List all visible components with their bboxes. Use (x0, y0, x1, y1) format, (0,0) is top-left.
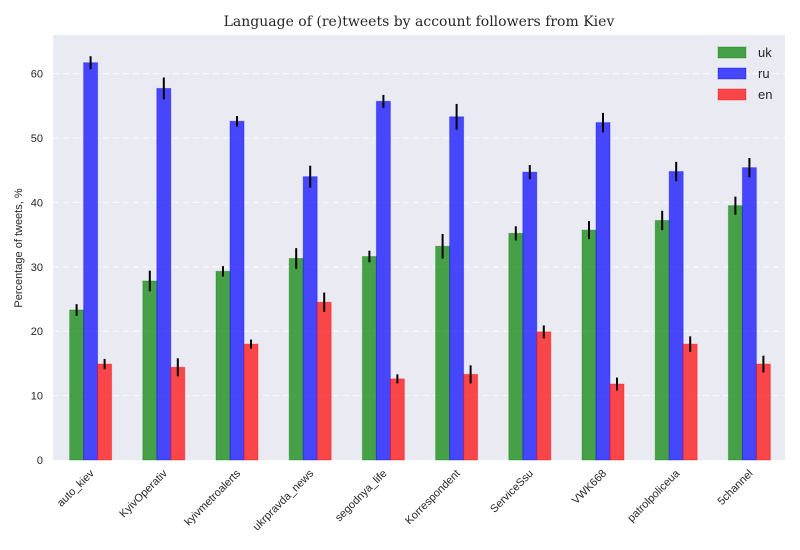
bar-en-ukrpravda_news (316, 301, 332, 461)
x-axis-ticks: auto_kiev KyivOperativ kyivmetroalerts ukrp… (55, 467, 756, 533)
error-bars (75, 56, 765, 391)
chart-title: Language of (re)tweets by account follow… (224, 14, 615, 30)
bars (69, 62, 771, 461)
bar-ru-kyivmetroalerts (229, 120, 245, 461)
x-tick-label: ServiceSsu (488, 468, 536, 516)
bar-ru-segodnya_life (375, 100, 391, 461)
x-tick-label: ukrpravda_news (251, 467, 317, 533)
bar-ru-ukrpravda_news (302, 176, 318, 461)
y-tick-label: 0 (37, 455, 43, 467)
bar-uk-kyivmetroalerts (215, 270, 231, 461)
bar-ru-ServiceSsu (522, 171, 538, 461)
legend-label-uk: uk (758, 45, 772, 60)
y-tick-label: 60 (31, 69, 43, 81)
bar-uk-KyivOperativ (142, 280, 158, 461)
x-tick-label: VWK668 (570, 468, 609, 507)
y-tick-label: 40 (31, 197, 43, 209)
legend-label-ru: ru (758, 66, 770, 81)
y-tick-label: 30 (31, 262, 43, 274)
legend-swatch-ru (717, 67, 747, 80)
x-tick-label: patrolpoliceua (625, 467, 683, 525)
legend-swatch-en (717, 88, 747, 101)
x-tick-label: 5channel (715, 468, 755, 508)
bar-uk-Korrespondent (435, 245, 451, 461)
y-tick-label: 10 (31, 391, 43, 403)
x-tick-label: kyivmetroalerts (182, 467, 243, 528)
bar-uk-segodnya_life (361, 256, 377, 461)
x-tick-label: Korrespondent (403, 468, 463, 528)
bar-ru-auto_kiev (83, 62, 99, 461)
legend: uk ru en (717, 45, 772, 102)
y-tick-label: 20 (31, 326, 43, 338)
bar-en-5channel (755, 363, 771, 461)
bar-uk-patrolpoliceua (654, 219, 670, 461)
y-tick-label: 50 (31, 133, 43, 145)
bar-ru-patrolpoliceua (668, 171, 684, 461)
x-tick-label: segodnya_life (333, 468, 389, 524)
bar-uk-auto_kiev (69, 309, 85, 461)
bar-ru-Korrespondent (449, 116, 465, 461)
legend-swatch-uk (717, 46, 747, 59)
y-axis-ticks: 0 10 20 30 40 50 60 (31, 69, 43, 467)
bar-uk-VWK668 (581, 229, 597, 461)
bar-en-patrolpoliceua (682, 343, 698, 461)
bar-uk-ServiceSsu (508, 232, 524, 461)
bar-ru-5channel (741, 167, 757, 461)
bar-en-segodnya_life (389, 378, 405, 461)
bar-en-ServiceSsu (536, 331, 552, 461)
bar-en-kyivmetroalerts (243, 343, 259, 461)
bar-ru-VWK668 (595, 122, 611, 461)
bar-en-VWK668 (609, 383, 625, 461)
y-axis-label: Percentage of tweets, % (13, 188, 25, 307)
bar-uk-ukrpravda_news (288, 257, 304, 461)
x-tick-label: KyivOperativ (117, 467, 170, 520)
bar-en-Korrespondent (463, 373, 479, 461)
bar-en-KyivOperativ (170, 366, 186, 461)
legend-label-en: en (758, 87, 772, 102)
bar-ru-KyivOperativ (156, 87, 172, 461)
x-tick-label: auto_kiev (55, 467, 97, 509)
bar-en-auto_kiev (97, 363, 113, 461)
bar-uk-5channel (727, 205, 743, 461)
